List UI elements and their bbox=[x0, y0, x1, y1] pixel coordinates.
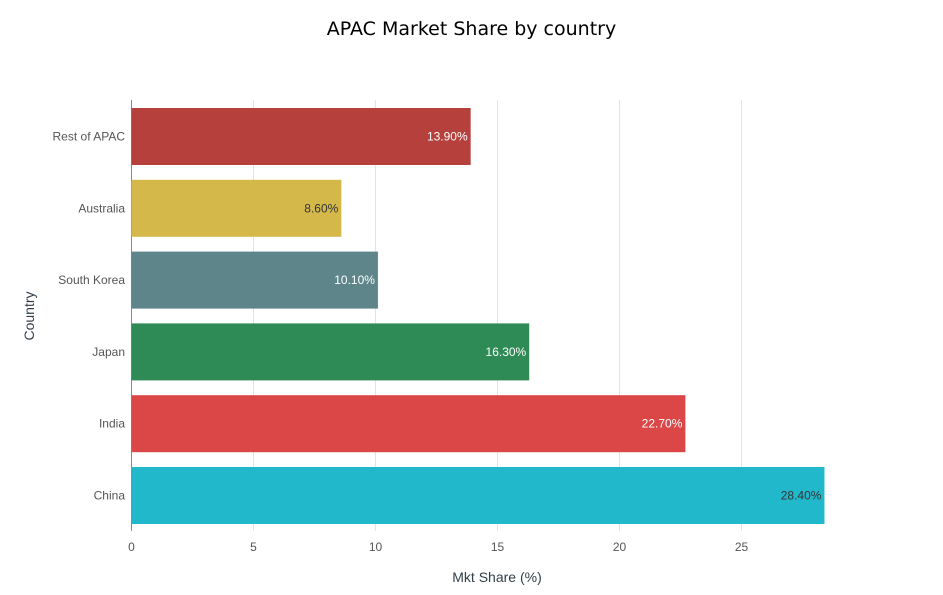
x-tick-label: 15 bbox=[491, 540, 505, 554]
x-tick-label: 25 bbox=[735, 540, 749, 554]
x-tick-label: 5 bbox=[250, 540, 257, 554]
bar bbox=[131, 395, 686, 453]
data-label: 13.90% bbox=[427, 130, 468, 144]
y-tick-label: Australia bbox=[78, 201, 125, 215]
data-label: 16.30% bbox=[486, 345, 527, 359]
x-axis-title: Mkt Share (%) bbox=[452, 569, 541, 585]
y-tick-label: China bbox=[94, 489, 126, 503]
x-tick-label: 20 bbox=[613, 540, 627, 554]
y-tick-label: South Korea bbox=[58, 273, 125, 287]
chart-title: APAC Market Share by country bbox=[326, 18, 617, 40]
bar bbox=[131, 323, 530, 381]
bar bbox=[131, 108, 471, 165]
y-axis-title: Country bbox=[21, 291, 37, 340]
bar bbox=[131, 179, 342, 237]
y-axis-ticks: Rest of APAC Australia South Korea Japan Ind… bbox=[53, 130, 126, 503]
bar bbox=[131, 467, 825, 524]
data-label: 22.70% bbox=[642, 417, 683, 431]
x-tick-label: 10 bbox=[369, 540, 383, 554]
bar bbox=[131, 251, 378, 309]
bars: 13.90% 8.60% 10.10% 16.30% 22.70% 28.40% bbox=[131, 108, 825, 524]
y-tick-label: Rest of APAC bbox=[53, 130, 126, 144]
y-tick-label: Japan bbox=[92, 345, 125, 359]
x-axis-ticks: 0 5 10 15 20 25 bbox=[128, 540, 748, 554]
y-tick-label: India bbox=[99, 417, 125, 431]
data-label: 10.10% bbox=[334, 273, 375, 287]
grid-lines bbox=[253, 100, 742, 531]
data-label: 8.60% bbox=[304, 201, 338, 215]
x-tick-label: 0 bbox=[128, 540, 135, 554]
data-label: 28.40% bbox=[781, 489, 822, 503]
